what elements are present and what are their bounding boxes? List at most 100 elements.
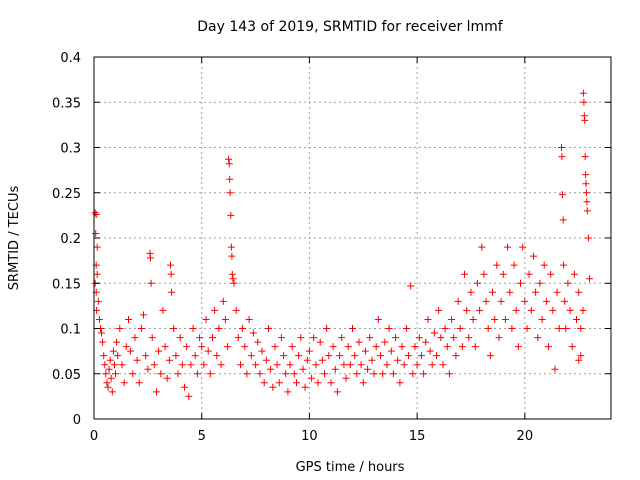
data-point [532, 288, 540, 296]
data-point [102, 370, 110, 378]
data-point [353, 370, 361, 378]
data-point [245, 316, 253, 323]
data-point [415, 334, 423, 342]
data-point [316, 338, 324, 346]
data-point [555, 325, 563, 332]
data-point [202, 316, 210, 323]
data-point [163, 374, 171, 382]
data-point [484, 325, 492, 332]
data-point [301, 383, 309, 391]
data-point [258, 347, 266, 355]
data-point [525, 270, 533, 278]
y-tick-label: 0.05 [52, 368, 81, 383]
data-point [443, 343, 451, 351]
data-point [105, 365, 113, 373]
data-point [99, 338, 107, 346]
data-point [191, 352, 199, 360]
data-point [269, 383, 277, 391]
data-point [254, 338, 262, 346]
data-point [392, 334, 400, 342]
data-point [536, 279, 544, 287]
data-point [480, 270, 488, 278]
data-point [267, 365, 275, 373]
data-point [568, 343, 576, 351]
data-point [165, 356, 173, 364]
data-point [564, 279, 572, 287]
data-point [473, 279, 481, 287]
data-point [112, 370, 119, 378]
data-point [581, 116, 589, 124]
data-point [224, 343, 232, 351]
data-point [407, 282, 415, 290]
data-point [200, 361, 208, 369]
data-point [551, 365, 559, 373]
x-tick-label: 15 [409, 429, 426, 444]
data-point [144, 365, 152, 373]
data-point [344, 343, 352, 351]
data-point [458, 343, 466, 351]
x-tick-label: 5 [198, 429, 206, 444]
data-point [129, 370, 137, 378]
data-point [325, 352, 333, 360]
data-point [225, 155, 233, 163]
data-point [383, 361, 391, 369]
data-point [514, 343, 522, 351]
data-point [566, 306, 574, 314]
data-point [227, 211, 235, 219]
data-point [228, 270, 236, 278]
data-point [237, 361, 244, 369]
data-point [467, 288, 475, 296]
data-point [100, 352, 108, 360]
data-point [471, 343, 479, 351]
data-point [561, 297, 569, 305]
data-point [282, 370, 290, 378]
data-point [394, 356, 402, 364]
data-point [420, 370, 428, 378]
data-point [262, 356, 270, 364]
data-point [405, 352, 412, 360]
data-point [146, 254, 154, 262]
data-point [489, 288, 496, 296]
data-point [209, 334, 216, 342]
data-point [448, 316, 456, 323]
data-point [433, 352, 440, 360]
data-point [482, 297, 490, 305]
data-point [583, 198, 591, 206]
y-tick-label: 0 [73, 413, 81, 428]
data-point [125, 316, 132, 323]
data-point [277, 334, 285, 342]
data-point [501, 316, 509, 323]
x-axis-label: GPS time / hours [296, 460, 405, 475]
data-point [454, 297, 462, 305]
data-point [305, 347, 313, 355]
data-point [135, 379, 143, 387]
data-point [558, 144, 565, 151]
data-point [133, 356, 141, 364]
data-point [295, 352, 303, 360]
data-point [469, 316, 477, 323]
y-tick-label: 0.1 [60, 323, 81, 338]
data-point [167, 270, 175, 278]
data-point [542, 297, 550, 305]
data-point [215, 325, 223, 332]
data-point [355, 338, 363, 346]
data-point [101, 361, 109, 369]
data-point [398, 343, 406, 351]
data-point [249, 329, 257, 337]
data-point [131, 334, 139, 342]
y-tick-label: 0.35 [52, 96, 81, 111]
y-tick-label: 0.15 [52, 277, 81, 292]
data-point [310, 334, 318, 342]
data-point [286, 361, 294, 369]
data-point [183, 343, 191, 351]
data-point [441, 325, 449, 332]
data-point [491, 316, 499, 323]
data-point [293, 379, 300, 387]
data-point [579, 89, 587, 97]
data-point [206, 370, 214, 378]
data-point [226, 189, 234, 197]
data-point [153, 388, 160, 396]
data-point [559, 191, 566, 199]
data-point [581, 153, 589, 161]
